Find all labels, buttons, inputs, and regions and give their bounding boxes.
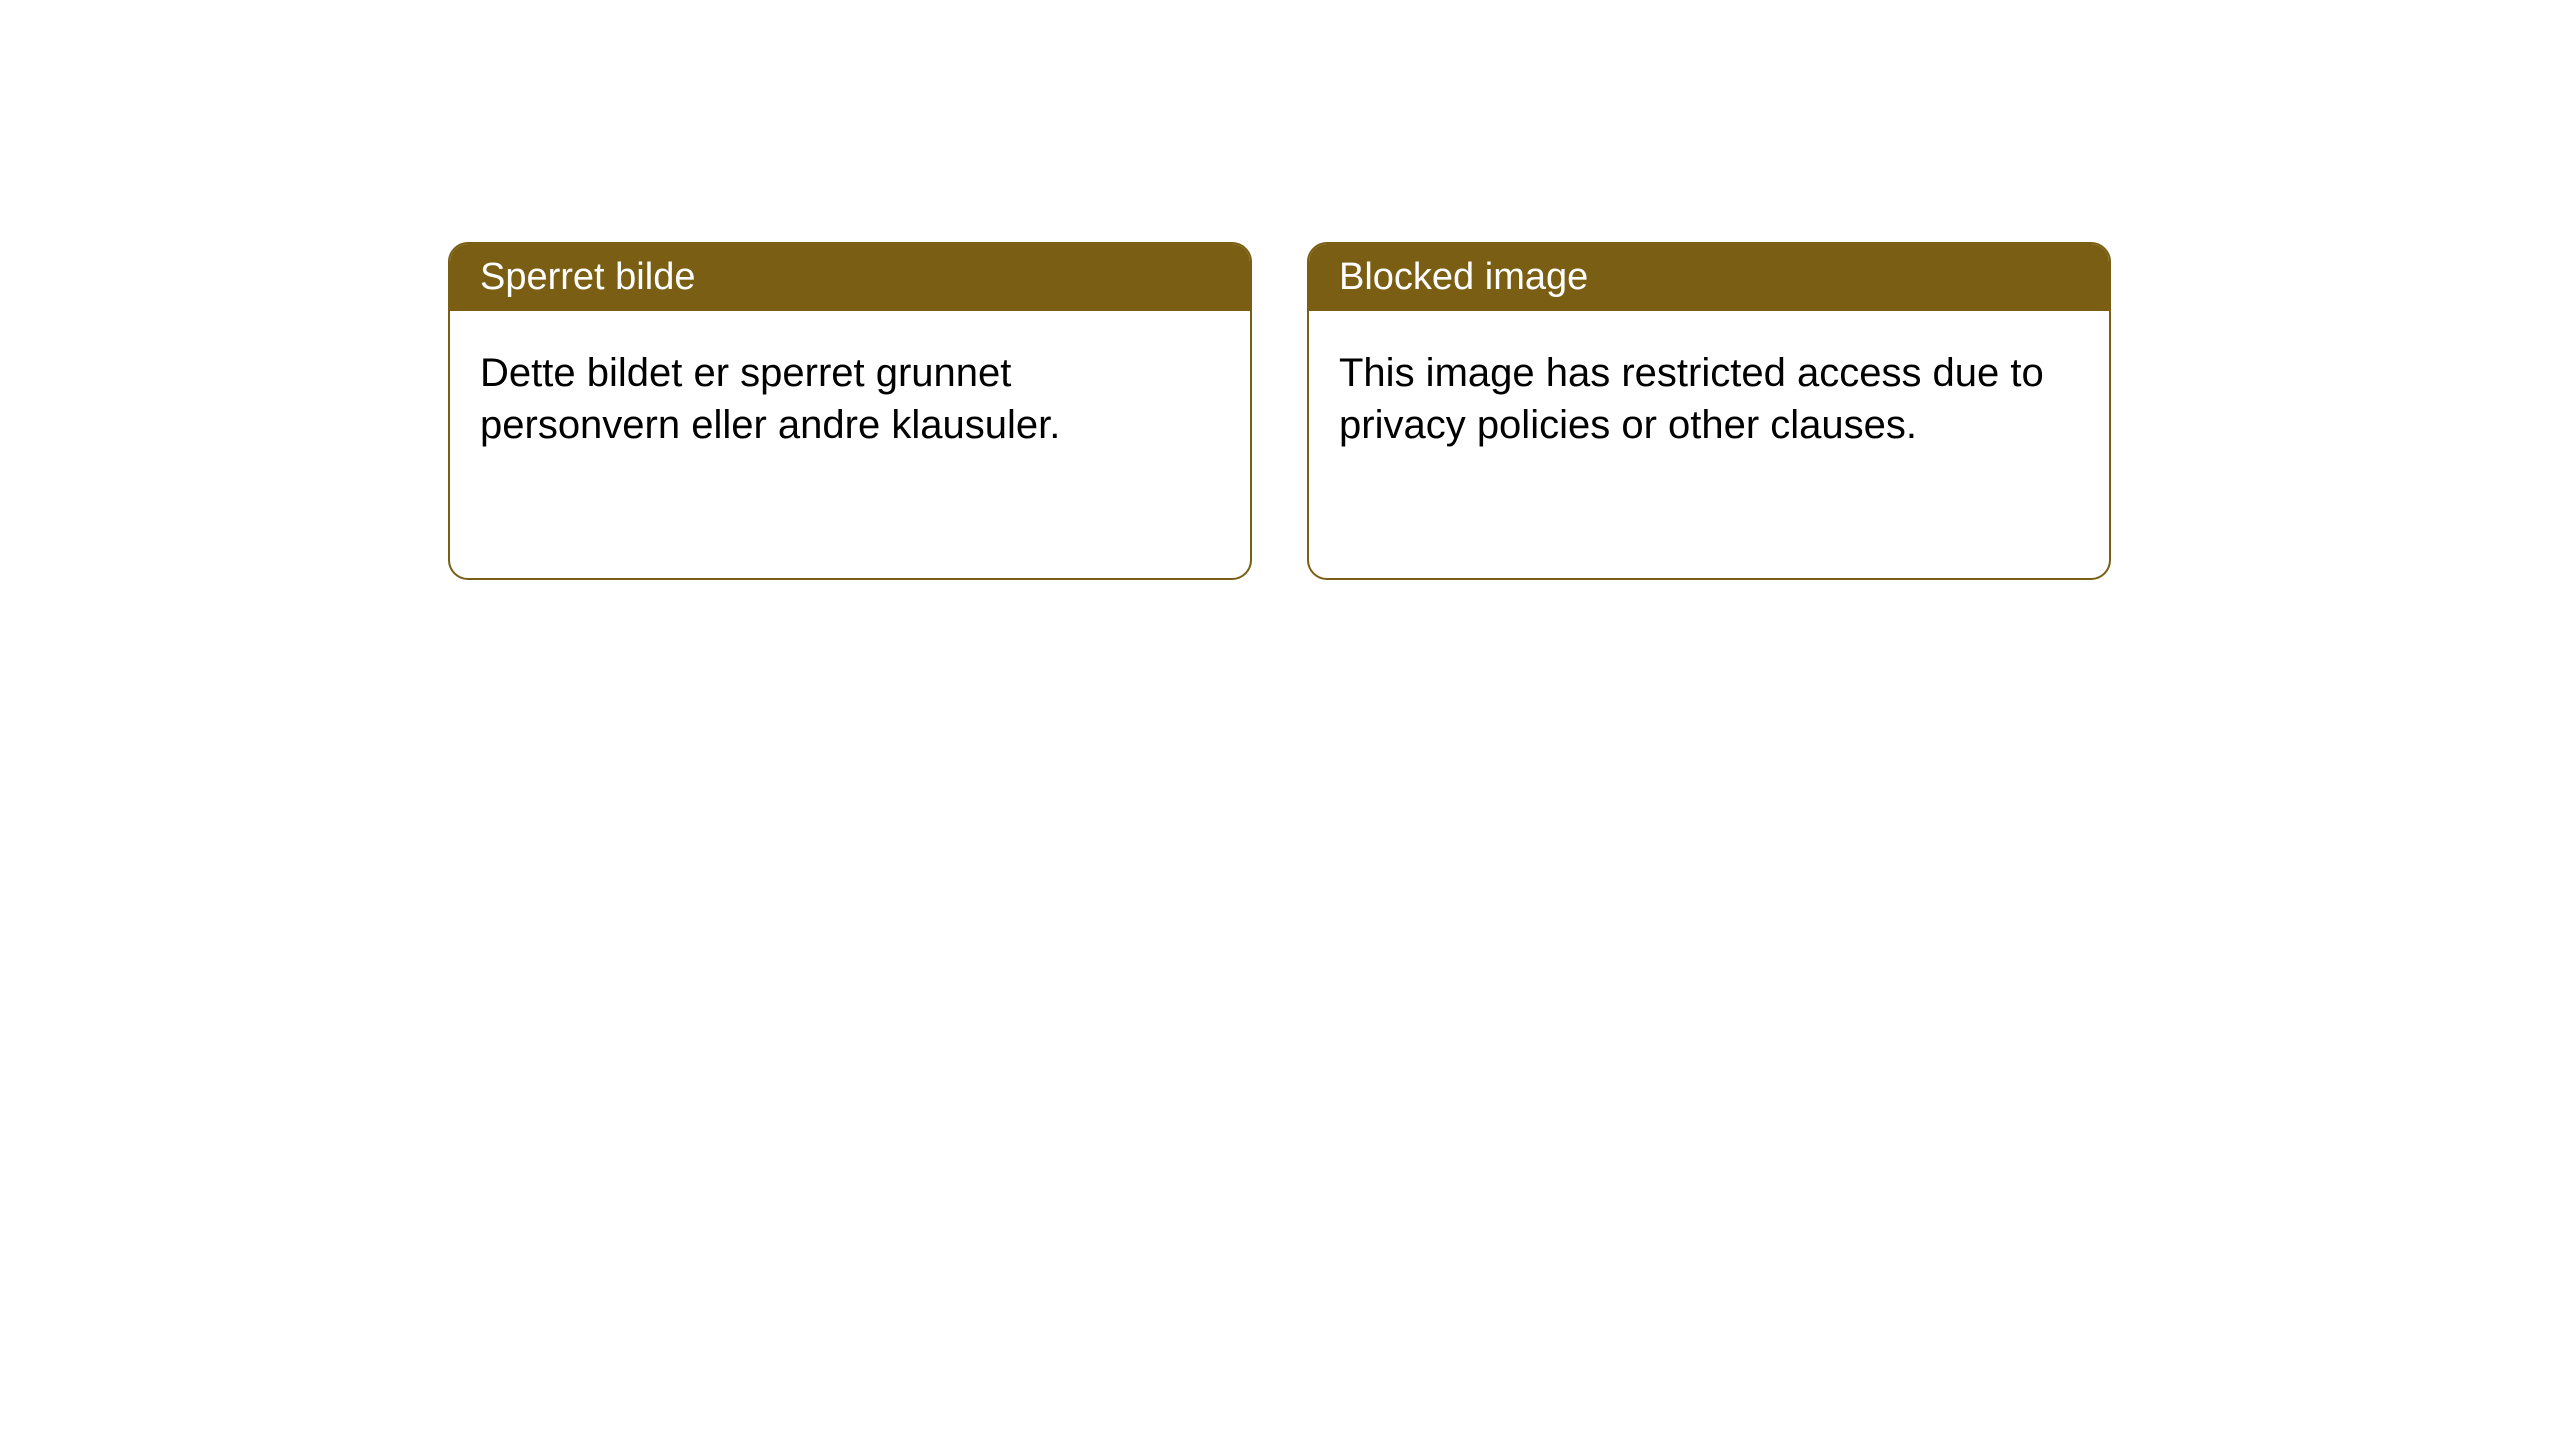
notice-card-body: This image has restricted access due to … [1309,311,2109,487]
notice-card-body: Dette bildet er sperret grunnet personve… [450,311,1250,487]
notice-card-norwegian: Sperret bilde Dette bildet er sperret gr… [448,242,1252,580]
notice-card-english: Blocked image This image has restricted … [1307,242,2111,580]
notice-card-title: Blocked image [1309,244,2109,311]
notice-container: Sperret bilde Dette bildet er sperret gr… [448,242,2111,580]
notice-card-title: Sperret bilde [450,244,1250,311]
